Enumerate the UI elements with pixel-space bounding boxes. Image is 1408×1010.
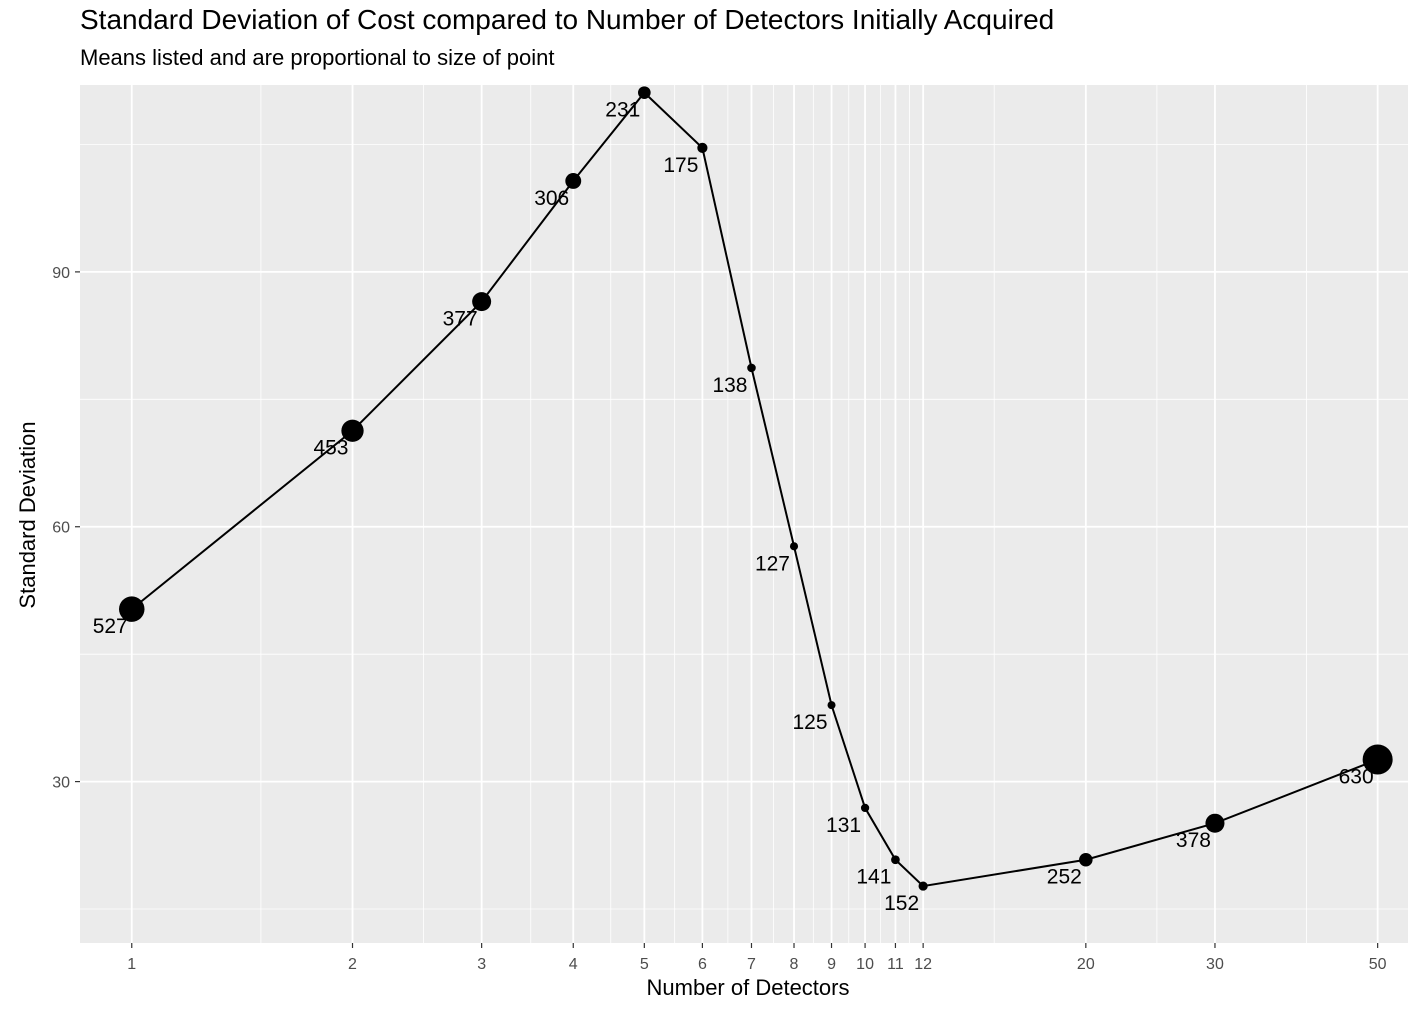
x-tick-label: 9 — [827, 956, 836, 973]
data-point — [860, 803, 870, 813]
data-label: 141 — [856, 866, 891, 889]
x-tick-label: 12 — [914, 956, 932, 973]
data-point — [341, 419, 364, 442]
data-label: 252 — [1047, 866, 1082, 889]
chart-subtitle: Means listed and are proportional to siz… — [80, 45, 555, 70]
x-axis-title: Number of Detectors — [646, 975, 850, 1000]
data-label: 630 — [1339, 766, 1374, 789]
data-point — [918, 881, 928, 891]
data-point — [565, 173, 582, 189]
data-label: 527 — [93, 615, 128, 638]
chart-title: Standard Deviation of Cost compared to N… — [80, 4, 1055, 35]
data-label: 377 — [443, 308, 478, 331]
x-tick-label: 4 — [569, 956, 578, 973]
x-tick-label: 10 — [856, 956, 874, 973]
data-label: 131 — [826, 814, 861, 837]
y-tick-label: 60 — [52, 520, 70, 537]
x-tick-label: 50 — [1369, 956, 1387, 973]
data-point — [1362, 744, 1393, 775]
x-tick-label: 8 — [790, 956, 799, 973]
x-tick-label: 30 — [1206, 956, 1224, 973]
data-point — [697, 142, 708, 153]
x-tick-label: 3 — [477, 956, 486, 973]
x-tick-label: 6 — [698, 956, 707, 973]
data-point — [827, 701, 836, 710]
y-tick-label: 30 — [52, 775, 70, 792]
y-tick-label: 90 — [52, 265, 70, 282]
data-point — [638, 86, 651, 99]
x-tick-label: 11 — [887, 956, 904, 973]
data-label: 125 — [792, 711, 827, 734]
plot-panel — [80, 85, 1408, 943]
data-point — [891, 855, 900, 865]
x-tick-label: 2 — [348, 956, 357, 973]
data-label: 175 — [663, 154, 698, 177]
x-tick-label: 20 — [1077, 956, 1095, 973]
data-label: 127 — [755, 552, 790, 575]
data-label: 152 — [884, 892, 919, 915]
data-point — [1205, 813, 1225, 833]
x-tick-label: 5 — [640, 956, 649, 973]
x-tick-label: 1 — [127, 956, 136, 973]
data-point — [119, 596, 145, 622]
data-label: 231 — [605, 99, 640, 122]
data-point — [472, 292, 492, 312]
x-tick-label: 7 — [747, 956, 756, 973]
data-label: 378 — [1176, 829, 1211, 852]
data-point — [747, 363, 756, 373]
data-point — [789, 542, 799, 551]
data-point — [1079, 852, 1093, 867]
data-label: 453 — [313, 437, 348, 460]
data-label: 306 — [534, 187, 569, 210]
data-label: 138 — [712, 374, 747, 397]
